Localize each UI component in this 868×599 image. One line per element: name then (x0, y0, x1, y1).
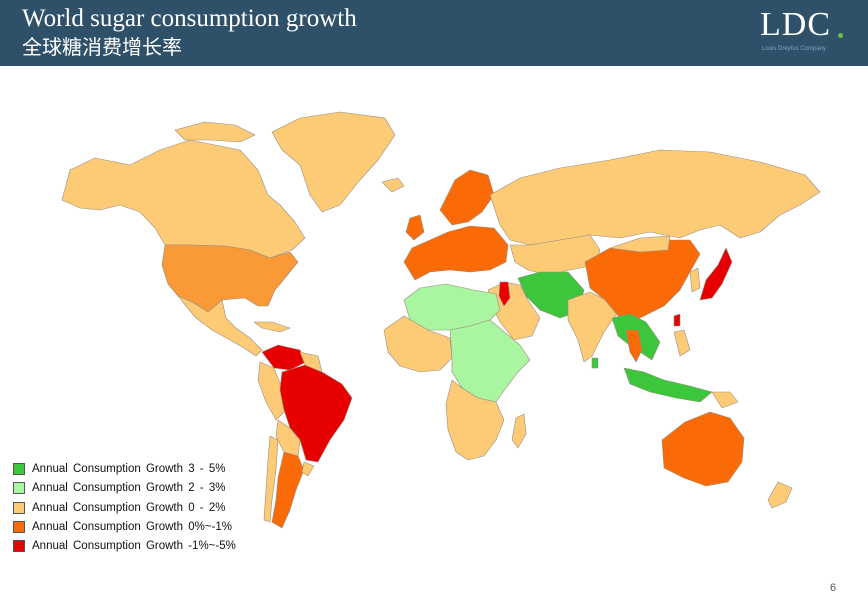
region-argentina (271, 451, 305, 529)
legend-swatch-red (13, 540, 25, 553)
region-taiwan (673, 313, 681, 327)
legend-swatch-green-dark (13, 463, 25, 475)
region-levant (498, 281, 511, 307)
map-legend: Annual Consumption Growth 3 - 5% Annual … (13, 460, 313, 556)
region-guianas (299, 351, 323, 373)
region-japan (699, 247, 733, 301)
logo-subtitle: Louis Dreyfus Company (762, 46, 827, 52)
region-australia (661, 411, 745, 487)
region-west-africa (383, 315, 453, 373)
region-scandinavia (439, 169, 495, 226)
region-philippines (673, 329, 691, 357)
region-png (711, 391, 739, 409)
logo-text: LDC (760, 6, 831, 43)
legend-label: Annual Consumption Growth 0%~-1% (32, 520, 233, 533)
region-europe (403, 225, 509, 281)
legend-label: Annual Consumption Growth 0 - 2% (32, 501, 226, 514)
region-thailand (625, 329, 643, 363)
ldc-logo: LDC Louis Dreyfus Company (760, 6, 844, 58)
region-east-africa (449, 319, 531, 403)
region-greenland (271, 111, 396, 213)
legend-item-red: Annual Consumption Growth -1%~-5% (13, 537, 313, 556)
page-number: 6 (830, 582, 837, 594)
logo-dot-icon (838, 33, 843, 38)
region-iceland (381, 177, 405, 193)
legend-item-tan: Annual Consumption Growth 0 - 2% (13, 499, 313, 518)
region-arctic-islands (174, 121, 256, 143)
region-brazil (279, 364, 353, 463)
region-colombia-peru (257, 361, 287, 421)
world-map (61, 111, 821, 529)
region-mexico (177, 295, 263, 357)
region-uruguay (301, 461, 315, 477)
region-sri-lanka (591, 357, 599, 369)
legend-swatch-orange (13, 520, 25, 533)
region-madagascar (511, 413, 527, 449)
legend-item-orange: Annual Consumption Growth 0%~-1% (13, 518, 313, 537)
region-caribbean (253, 321, 291, 333)
legend-swatch-tan (13, 501, 25, 514)
region-russia (489, 149, 821, 246)
title-english: World sugar consumption growth (22, 5, 357, 32)
region-new-zealand (767, 481, 793, 509)
region-uk (405, 214, 425, 241)
region-indonesia (623, 367, 713, 403)
legend-label: Annual Consumption Growth 2 - 3% (32, 482, 226, 495)
region-canada (61, 139, 306, 259)
legend-item-green-light: Annual Consumption Growth 2 - 3% (13, 479, 313, 498)
legend-label: Annual Consumption Growth -1%~-5% (32, 540, 236, 553)
legend-swatch-green-light (13, 482, 25, 495)
title-chinese: 全球糖消费增长率 (22, 35, 182, 59)
region-southern-africa (445, 379, 505, 461)
region-chile (263, 435, 279, 523)
region-india (567, 291, 619, 363)
title-banner: World sugar consumption growth 全球糖消费增长率 … (0, 0, 868, 66)
region-mongolia (609, 235, 671, 253)
legend-label: Annual Consumption Growth 3 - 5% (32, 463, 226, 475)
legend-item-green-dark: Annual Consumption Growth 3 - 5% (13, 460, 313, 479)
region-korea (689, 267, 701, 293)
